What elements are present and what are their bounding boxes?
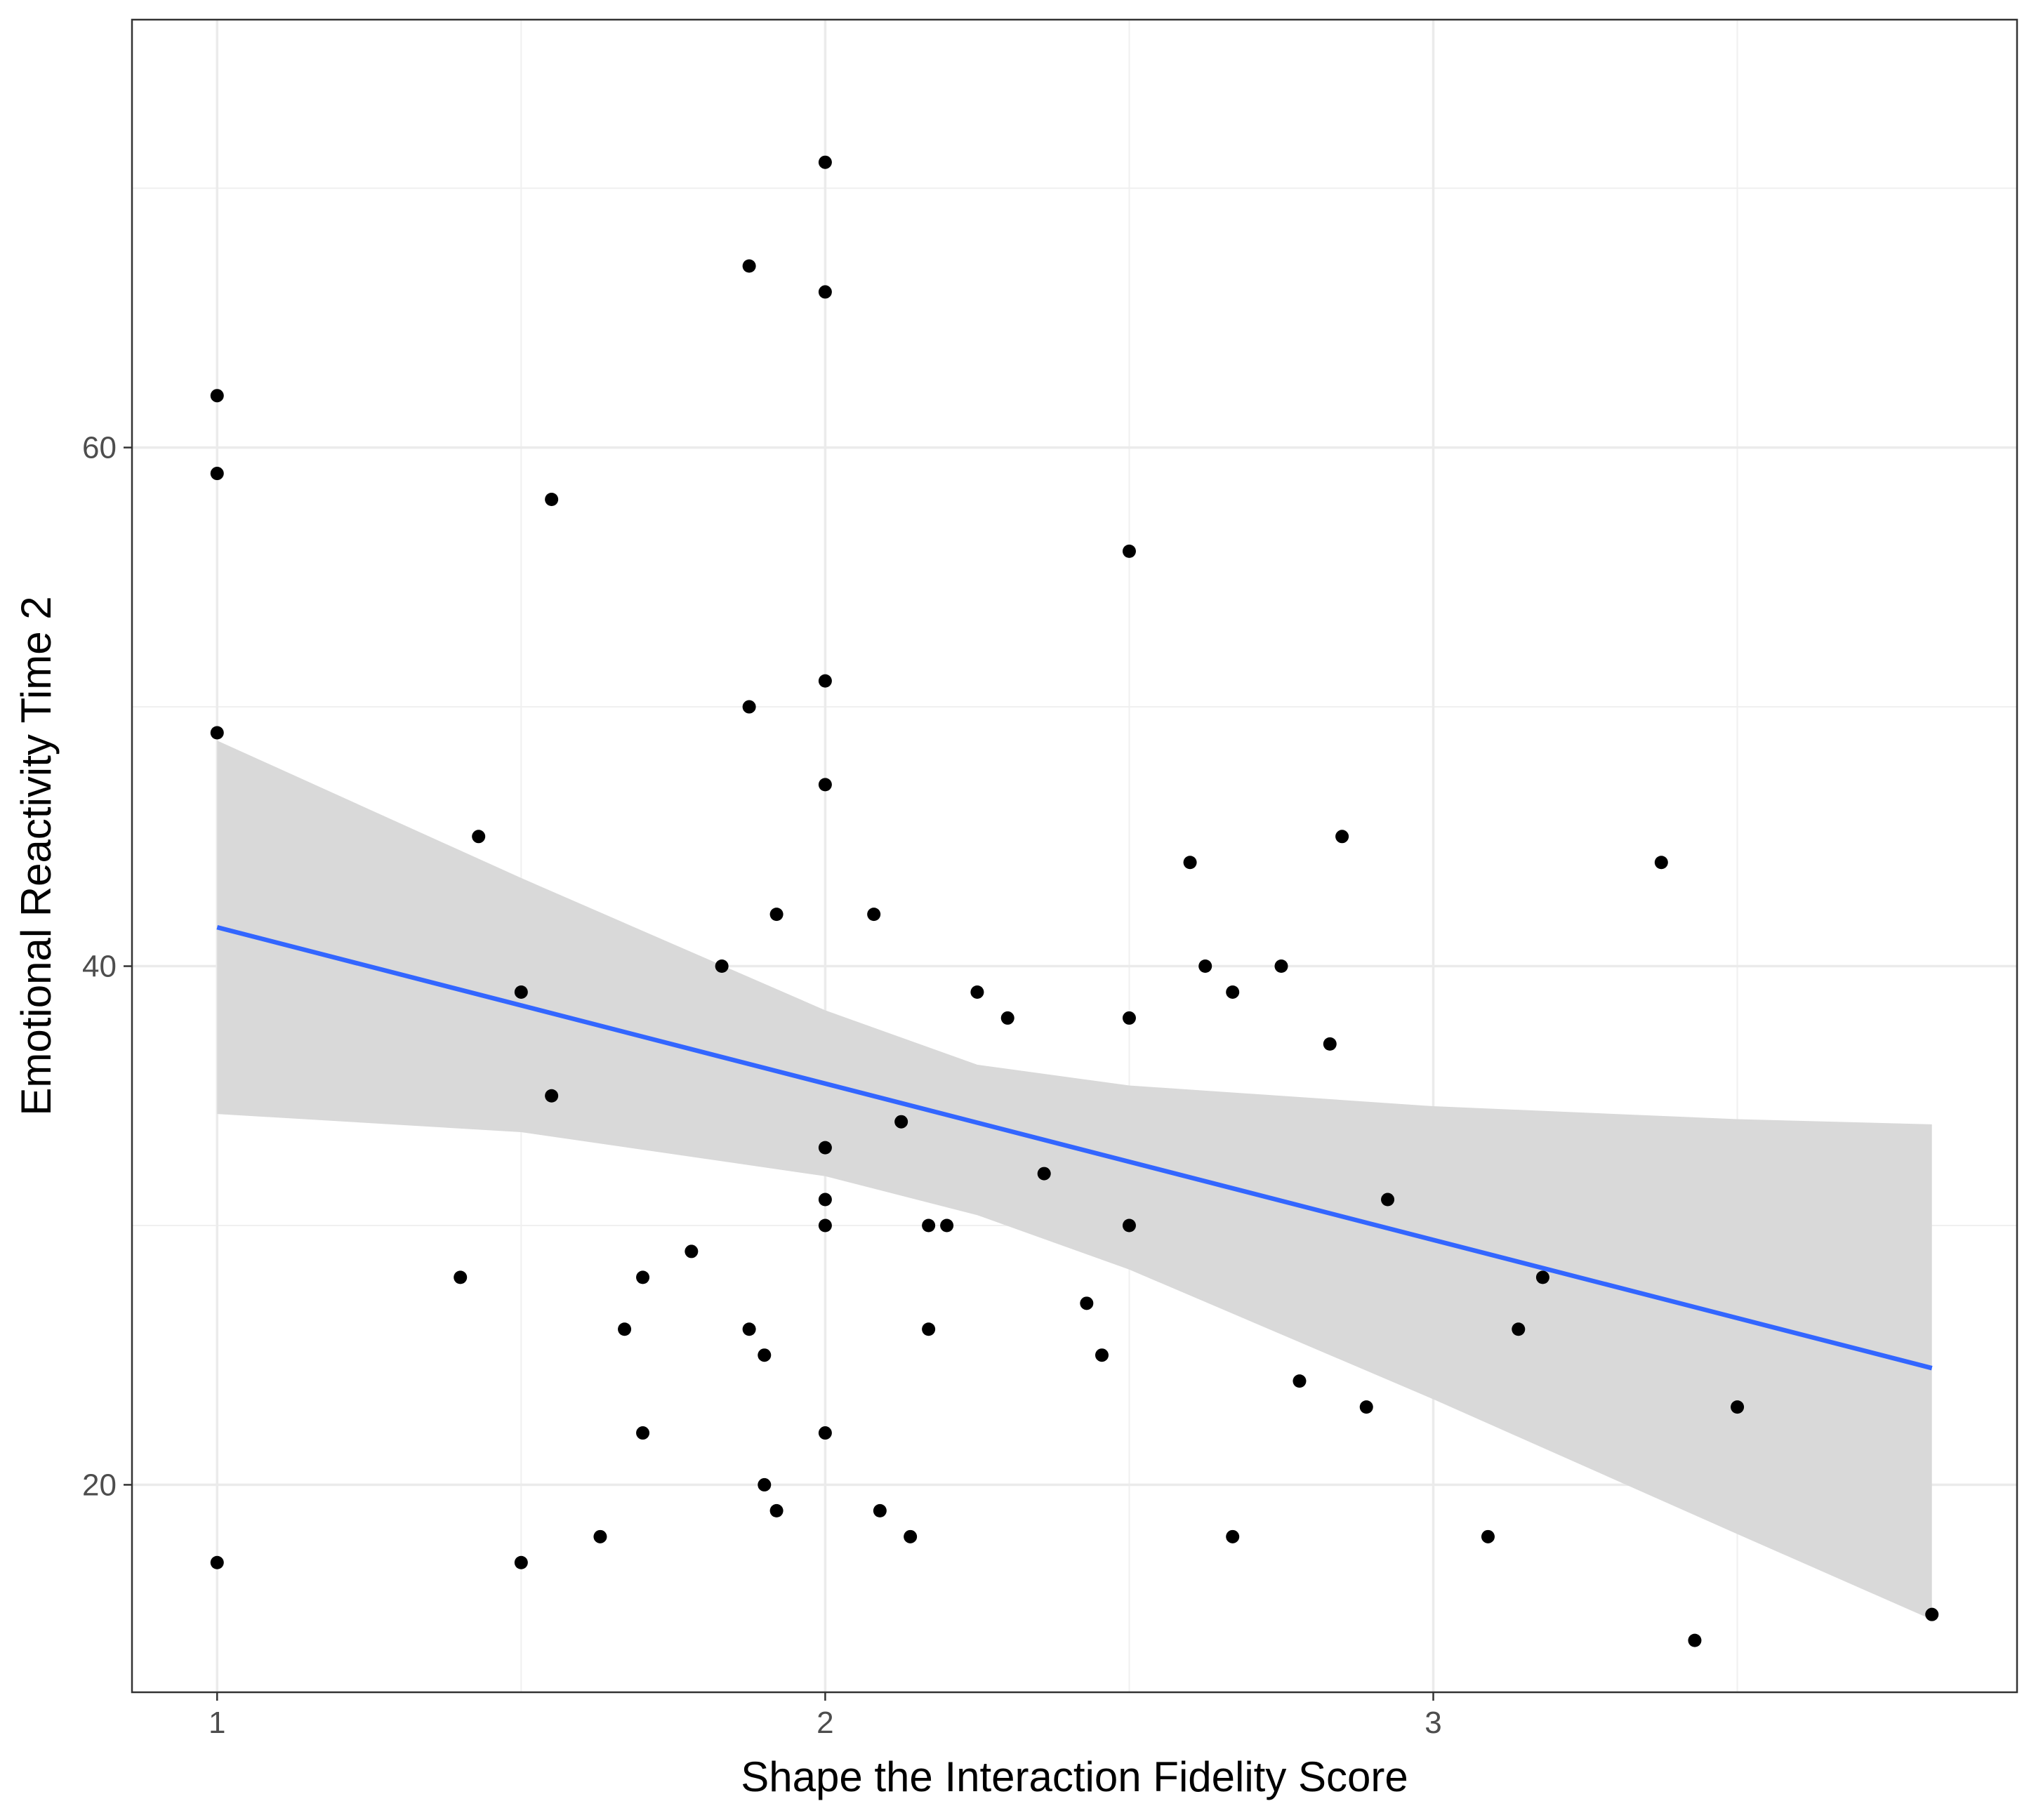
- data-point: [867, 908, 881, 922]
- data-point: [1122, 544, 1136, 558]
- data-point: [922, 1322, 936, 1336]
- data-point: [1226, 1529, 1240, 1543]
- data-point: [818, 1218, 832, 1233]
- data-point: [618, 1322, 632, 1336]
- fit-line-group: [216, 924, 1933, 1371]
- data-point: [685, 1244, 699, 1258]
- confidence-band: [217, 740, 1932, 1620]
- data-point: [769, 908, 784, 922]
- data-point: [758, 1348, 772, 1362]
- data-point: [873, 1503, 887, 1517]
- data-point: [970, 985, 984, 999]
- data-point: [1323, 1037, 1337, 1051]
- data-point: [210, 389, 224, 403]
- data-point: [904, 1529, 918, 1543]
- data-point: [1037, 1167, 1051, 1181]
- data-point: [1381, 1193, 1395, 1207]
- data-point: [742, 1322, 756, 1336]
- data-point: [818, 155, 832, 169]
- data-points: [210, 155, 1939, 1647]
- data-point: [1000, 1011, 1014, 1025]
- data-point: [1274, 959, 1288, 974]
- x-tick-label: 2: [817, 1706, 833, 1740]
- data-point: [1122, 1218, 1136, 1233]
- data-point: [1481, 1529, 1495, 1543]
- data-point: [545, 1089, 559, 1103]
- data-point: [1335, 830, 1349, 844]
- data-point: [1080, 1296, 1094, 1310]
- data-point: [1731, 1400, 1745, 1414]
- data-point: [1359, 1400, 1373, 1414]
- data-point: [818, 1141, 832, 1155]
- data-point: [1535, 1270, 1549, 1284]
- y-tick-label: 20: [82, 1468, 117, 1502]
- x-tick-label: 1: [209, 1706, 225, 1740]
- x-axis-title: Shape the Interaction Fidelity Score: [741, 1753, 1408, 1800]
- data-point: [1095, 1348, 1109, 1362]
- data-point: [514, 985, 528, 999]
- regression-line: [216, 924, 1933, 1371]
- data-point: [472, 830, 486, 844]
- data-point: [818, 778, 832, 792]
- data-point: [769, 1503, 784, 1517]
- x-tick-label: 3: [1424, 1706, 1441, 1740]
- data-point: [1654, 856, 1668, 870]
- data-point: [636, 1270, 650, 1284]
- data-point: [1688, 1633, 1702, 1647]
- y-tick-label: 40: [82, 950, 117, 984]
- plot-panel-border: [131, 18, 2018, 1694]
- data-point: [758, 1477, 772, 1492]
- data-point: [818, 1193, 832, 1207]
- y-axis-title: Emotional Reactivity Time 2: [13, 596, 60, 1115]
- data-point: [1226, 985, 1240, 999]
- data-point: [715, 959, 729, 974]
- data-point: [818, 674, 832, 688]
- data-point: [514, 1555, 528, 1569]
- data-point: [1198, 959, 1212, 974]
- data-point: [818, 285, 832, 299]
- data-point: [636, 1426, 650, 1440]
- data-point: [210, 726, 224, 740]
- axes: 1 2 3 20 40 60: [82, 431, 1442, 1740]
- data-point: [1293, 1374, 1307, 1388]
- data-point: [922, 1218, 936, 1233]
- data-point: [1512, 1322, 1526, 1336]
- data-point: [742, 700, 756, 714]
- y-tick-label: 60: [82, 431, 117, 465]
- data-point: [818, 1426, 832, 1440]
- data-point: [894, 1115, 908, 1129]
- data-point: [940, 1218, 954, 1233]
- confidence-band-group: [217, 740, 1932, 1620]
- data-point: [545, 492, 559, 506]
- data-point: [454, 1270, 468, 1284]
- data-point: [210, 467, 224, 481]
- data-point: [1183, 856, 1197, 870]
- data-point: [593, 1529, 607, 1543]
- data-point: [1925, 1607, 1939, 1621]
- data-point: [1122, 1011, 1136, 1025]
- data-point: [210, 1555, 224, 1569]
- data-point: [742, 259, 756, 273]
